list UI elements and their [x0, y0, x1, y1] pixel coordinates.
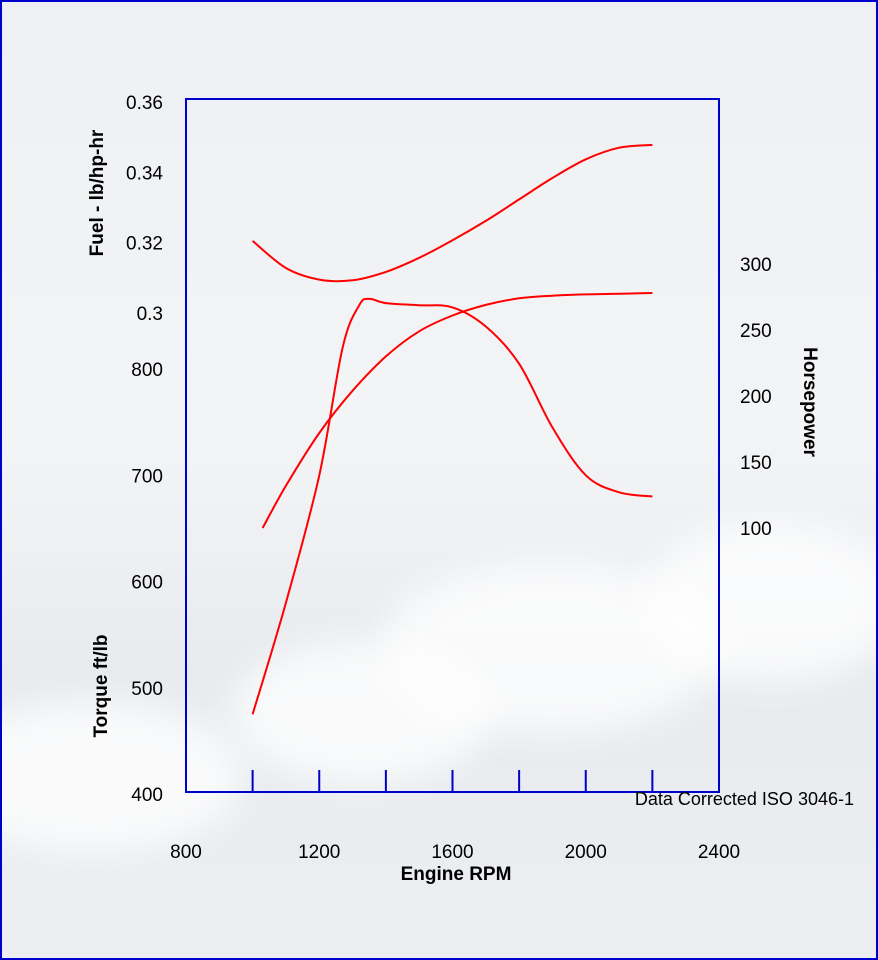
cloud-shape	[232, 642, 492, 782]
torque-tick-label: 800	[131, 360, 163, 381]
plot-frame	[185, 98, 720, 793]
fuel-tick-label: 0.34	[126, 163, 163, 184]
horsepower-tick-label: 250	[740, 321, 772, 342]
torque-curve	[251, 297, 653, 715]
torque-tick-label: 600	[131, 573, 163, 594]
x-axis-ticks	[185, 770, 720, 792]
torque-axis-title: Torque ft/lb	[91, 634, 112, 737]
fuel-tick-label: 0.36	[126, 93, 163, 114]
x-axis-tick-labels: 800 1200 1600 2000 2400	[170, 842, 740, 863]
horsepower-tick-label: 150	[740, 453, 772, 474]
fuel-tick-label: 0.32	[126, 234, 163, 255]
x-tick-label: 2000	[565, 842, 607, 863]
x-tick-label: 1600	[431, 842, 473, 863]
horsepower-curve	[261, 292, 653, 529]
x-axis-title: Engine RPM	[401, 864, 512, 885]
x-tick-label: 2400	[698, 842, 740, 863]
cloud-shape	[2, 702, 242, 852]
torque-tick-label: 400	[131, 785, 163, 806]
cloud-shape	[642, 522, 876, 682]
series-lines	[251, 143, 653, 715]
fuel-axis-title: Fuel - lb/hp-hr	[87, 129, 108, 256]
fuel-axis-tick-labels: 0.36 0.34 0.32 0.3	[126, 93, 163, 325]
horsepower-axis-tick-labels: 300 250 200 150 100	[740, 255, 772, 540]
torque-axis-tick-labels: 800 700 600 500 400	[131, 360, 163, 806]
fuel-tick-label: 0.3	[137, 304, 163, 325]
horsepower-tick-label: 300	[740, 255, 772, 276]
horsepower-tick-label: 100	[740, 519, 772, 540]
x-tick-label: 800	[170, 842, 202, 863]
horsepower-axis-title: Horsepower	[799, 347, 820, 457]
torque-tick-label: 700	[131, 466, 163, 487]
horsepower-tick-label: 200	[740, 387, 772, 408]
x-tick-label: 1200	[298, 842, 340, 863]
fuel-curve	[251, 143, 653, 283]
torque-tick-label: 500	[131, 679, 163, 700]
data-source-note: Data Corrected ISO 3046-1	[634, 789, 854, 809]
